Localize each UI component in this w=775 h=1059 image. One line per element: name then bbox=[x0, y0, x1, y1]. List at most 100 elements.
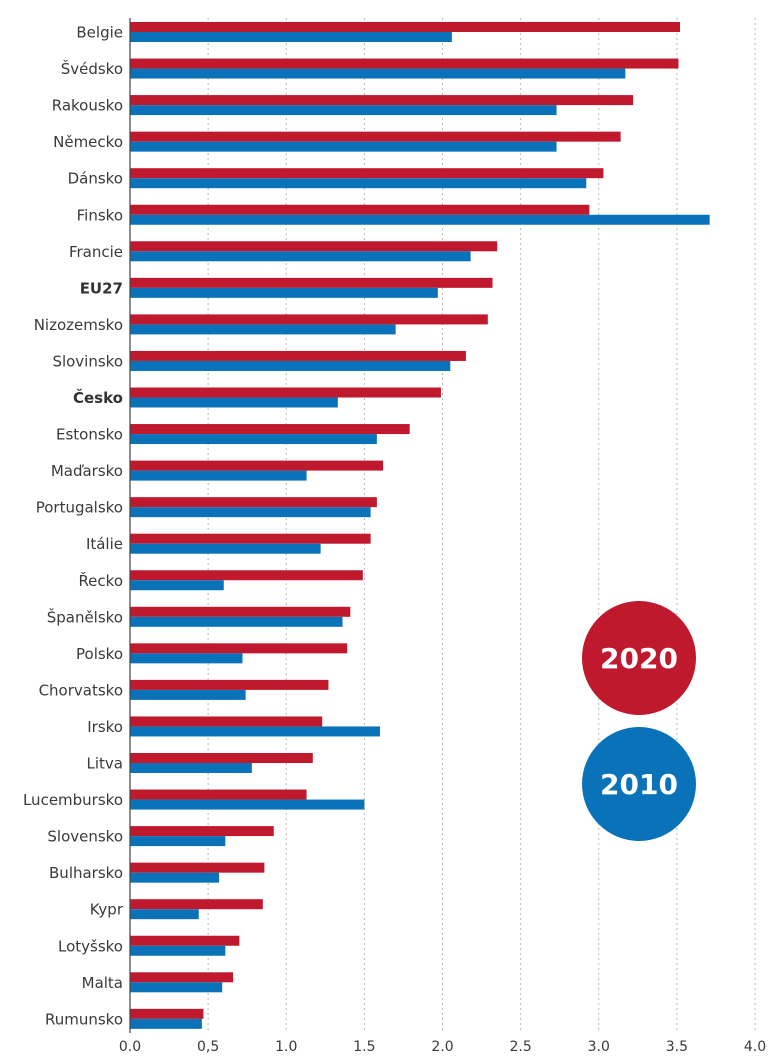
category-label: Lotyšsko bbox=[58, 937, 123, 955]
bar-2020-21 bbox=[130, 789, 307, 800]
bar-2010-25 bbox=[130, 945, 226, 956]
bar-2020-14 bbox=[130, 533, 371, 544]
x-tick-label: 2.0 bbox=[431, 1039, 453, 1055]
bar-2010-10 bbox=[130, 397, 338, 408]
x-tick-label: 1.5 bbox=[353, 1039, 375, 1055]
category-label: Portugalsko bbox=[36, 499, 123, 517]
bar-2020-23 bbox=[130, 862, 265, 873]
bar-2020-4 bbox=[130, 168, 604, 179]
bar-2010-12 bbox=[130, 470, 307, 481]
category-label: Maďarsko bbox=[51, 462, 123, 480]
bar-2010-19 bbox=[130, 726, 380, 737]
category-label: Slovensko bbox=[47, 828, 123, 846]
bar-2010-3 bbox=[130, 141, 557, 152]
x-axis-ticks: 0.0 0,5 1.0 1.5 2.0 2.5 3.0 3.5 4.0 bbox=[119, 1039, 766, 1055]
category-label: Rumunsko bbox=[45, 1010, 123, 1028]
bar-2010-11 bbox=[130, 434, 377, 445]
bar-2020-6 bbox=[130, 241, 498, 252]
category-label: Švédsko bbox=[61, 59, 123, 78]
bar-2010-20 bbox=[130, 763, 252, 773]
x-tick-label: 3.5 bbox=[666, 1039, 688, 1055]
bar-2010-27 bbox=[130, 1018, 202, 1029]
category-label: Itálie bbox=[86, 535, 123, 553]
bar-2010-22 bbox=[130, 836, 226, 847]
x-tick-label: 0.0 bbox=[119, 1039, 141, 1055]
bar-2010-21 bbox=[130, 799, 365, 810]
bar-2010-6 bbox=[130, 251, 471, 262]
bar-2020-19 bbox=[130, 716, 323, 727]
category-label: Kypr bbox=[90, 901, 124, 919]
category-label: Finsko bbox=[77, 206, 123, 224]
category-label: EU27 bbox=[80, 279, 123, 297]
bar-2020-24 bbox=[130, 899, 263, 910]
bar-2020-27 bbox=[130, 1008, 204, 1019]
bar-2010-7 bbox=[130, 287, 438, 298]
bar-2010-1 bbox=[130, 68, 626, 79]
bar-2020-17 bbox=[130, 643, 348, 654]
category-label: Francie bbox=[69, 243, 123, 261]
category-label: Dánsko bbox=[68, 170, 123, 188]
category-label: Česko bbox=[73, 388, 123, 407]
x-tick-label: 0,5 bbox=[197, 1039, 219, 1055]
bar-2010-4 bbox=[130, 178, 587, 189]
bar-2020-5 bbox=[130, 204, 590, 215]
category-label: Rakousko bbox=[52, 97, 123, 115]
bar-2020-1 bbox=[130, 58, 679, 69]
bar-2010-2 bbox=[130, 105, 557, 116]
bar-2020-22 bbox=[130, 826, 274, 837]
bars bbox=[130, 22, 710, 1029]
bar-2020-12 bbox=[130, 460, 384, 471]
bar-2010-8 bbox=[130, 324, 396, 335]
bar-2020-15 bbox=[130, 570, 363, 581]
category-labels: Belgie Švédsko Rakousko Německo Dánsko Finsko… bbox=[23, 24, 124, 1029]
category-label: Polsko bbox=[76, 645, 123, 663]
bar-2010-13 bbox=[130, 507, 371, 518]
legend-badge-2010 bbox=[582, 727, 696, 841]
x-tick-label: 4.0 bbox=[744, 1039, 766, 1055]
bar-2020-3 bbox=[130, 131, 621, 142]
bar-2020-7 bbox=[130, 277, 493, 288]
bar-2010-23 bbox=[130, 872, 220, 883]
bar-2020-25 bbox=[130, 935, 240, 946]
bar-2010-18 bbox=[130, 689, 246, 700]
category-label: Slovinsko bbox=[52, 352, 123, 370]
bar-2010-15 bbox=[130, 580, 224, 591]
x-tick-label: 1.0 bbox=[275, 1039, 297, 1055]
bar-2020-8 bbox=[130, 314, 488, 325]
bar-2020-18 bbox=[130, 679, 329, 690]
bar-2010-14 bbox=[130, 543, 321, 554]
x-tick-label: 2.5 bbox=[509, 1039, 531, 1055]
bar-2010-17 bbox=[130, 653, 243, 664]
category-label: Litva bbox=[87, 755, 123, 773]
category-label: Estonsko bbox=[56, 426, 123, 444]
category-label: Bulharsko bbox=[49, 864, 123, 882]
bar-2010-0 bbox=[130, 32, 452, 42]
category-label: Španělsko bbox=[47, 607, 123, 626]
legend-label-2010: 2010 bbox=[600, 768, 678, 801]
category-label: Malta bbox=[82, 974, 123, 992]
bar-2010-16 bbox=[130, 616, 343, 627]
legend-badge-2020 bbox=[582, 601, 696, 715]
category-label: Lucembursko bbox=[23, 791, 123, 809]
category-label: Německo bbox=[53, 133, 123, 151]
bar-2020-0 bbox=[130, 22, 680, 32]
bar-2010-24 bbox=[130, 909, 199, 920]
legend-label-2020: 2020 bbox=[600, 642, 678, 675]
x-tick-label: 3.0 bbox=[588, 1039, 610, 1055]
bar-2020-9 bbox=[130, 350, 466, 361]
bar-2010-5 bbox=[130, 214, 710, 225]
bar-2020-16 bbox=[130, 606, 351, 617]
bar-2010-26 bbox=[130, 982, 223, 993]
bar-2020-2 bbox=[130, 95, 634, 106]
category-label: Belgie bbox=[76, 24, 123, 42]
bar-2020-11 bbox=[130, 424, 410, 435]
category-label: Nizozemsko bbox=[34, 316, 123, 334]
category-label: Řecko bbox=[78, 571, 123, 590]
legend: 2020 2010 bbox=[582, 601, 696, 841]
bar-2020-20 bbox=[130, 753, 313, 763]
bar-2020-26 bbox=[130, 972, 234, 983]
bar-2020-10 bbox=[130, 387, 441, 398]
bar-2020-13 bbox=[130, 497, 377, 508]
category-label: Irsko bbox=[87, 718, 123, 736]
